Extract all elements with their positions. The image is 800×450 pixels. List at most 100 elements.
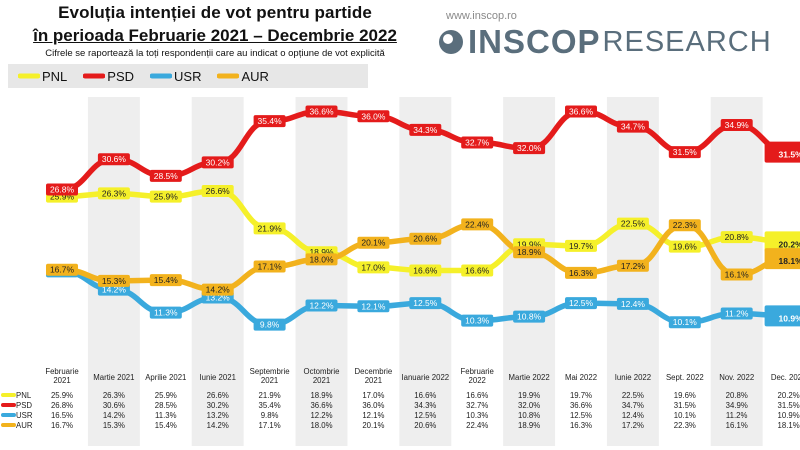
data-label-bg [764, 248, 800, 270]
data-label-bg [357, 261, 390, 274]
data-label: 10.9% [764, 305, 800, 327]
data-label: 19.6% [668, 240, 701, 253]
data-label-text: 13.2% [206, 293, 231, 303]
data-label-text: 18.9% [517, 247, 542, 257]
data-label-bg [461, 136, 494, 149]
legend-swatch [18, 73, 40, 79]
table-cell: 26.6% [207, 391, 229, 400]
data-label: 9.8% [253, 318, 286, 331]
data-label-text: 17.1% [258, 262, 283, 272]
logo-sub-text: RESEARCH [602, 25, 772, 58]
legend-item-psd: PSD [83, 69, 134, 84]
table-row-key: USR [1, 411, 33, 420]
data-label: 22.5% [616, 217, 649, 230]
data-label-text: 12.5% [413, 298, 438, 308]
data-label: 28.5% [149, 169, 182, 182]
data-label-bg [616, 120, 649, 133]
data-label: 30.2% [201, 156, 234, 169]
table-cell: 12.4% [622, 411, 644, 420]
data-label-bg [201, 283, 234, 296]
x-tick-label: Februarie 2021 [45, 367, 78, 385]
table-cell: 20.1% [362, 421, 384, 430]
x-tick-label: Septembrie 2021 [250, 367, 290, 385]
x-tick-label: Ianuarie 2022 [401, 373, 449, 382]
data-label: 10.8% [513, 310, 546, 323]
data-label-bg [764, 231, 800, 253]
table-cell: 10.3% [466, 411, 488, 420]
data-label-bg [149, 306, 182, 319]
table-cell: 25.9% [51, 391, 73, 400]
legend-item-aur: AUR [217, 69, 269, 84]
chart-title-period: în perioada Februarie 2021 – Decembrie 2… [33, 26, 397, 45]
table-cell: 11.3% [155, 411, 177, 420]
table-cell: 15.3% [103, 421, 125, 430]
table-cell: 16.3% [570, 421, 592, 430]
data-label: 25.9% [149, 190, 182, 203]
table-cell: 34.3% [414, 401, 436, 410]
data-label: 22.4% [461, 218, 494, 231]
data-label-bg [565, 239, 597, 252]
table-row-key: PSD [1, 401, 32, 410]
data-label-text: 11.3% [154, 308, 178, 318]
table-cell: 16.6% [466, 391, 488, 400]
table-cell: 25.9% [155, 391, 177, 400]
data-label-text: 19.6% [673, 242, 698, 252]
x-tick-label: Iunie 2021 [199, 373, 235, 382]
data-label-bg [149, 274, 182, 287]
table-cell: 26.3% [103, 391, 125, 400]
data-label-text: 18.9% [309, 247, 334, 257]
table-row-header: PSD [16, 401, 32, 410]
data-label: 20.1% [357, 236, 390, 249]
data-label-text: 16.7% [50, 265, 75, 275]
data-label: 12.2% [305, 299, 338, 312]
table-cell: 20.8% [726, 391, 748, 400]
data-label-text: 26.3% [102, 188, 127, 198]
table-cell: 18.0% [310, 421, 332, 430]
x-tick-label: Octombrie 2021 [304, 367, 340, 385]
data-label-bg [668, 219, 701, 232]
data-label-text: 16.6% [413, 266, 438, 276]
table-cell: 19.7% [570, 391, 592, 400]
column-band [503, 97, 556, 446]
data-label-text: 17.2% [621, 261, 646, 271]
table-cell: 22.4% [466, 421, 488, 430]
data-label-bg [253, 260, 286, 273]
logo-main-text: INSCOP [468, 23, 601, 60]
data-label-bg [357, 300, 390, 313]
data-label-text: 20.2% [779, 239, 800, 249]
data-label: 26.3% [97, 187, 130, 200]
data-label: 18.1% [764, 248, 800, 270]
data-label-text: 18.1% [779, 256, 800, 266]
data-label: 16.3% [565, 266, 597, 279]
x-tick-label: Aprilie 2021 [145, 373, 186, 382]
data-label-bg [461, 264, 494, 277]
data-label-text: 22.5% [621, 219, 646, 229]
x-tick-label: Nov. 2022 [719, 373, 754, 382]
data-label: 19.7% [565, 239, 597, 252]
table-cell: 12.5% [570, 411, 592, 420]
data-label: 31.5% [764, 141, 800, 163]
x-tick-label: Martie 2021 [93, 373, 134, 382]
data-label-text: 31.5% [779, 150, 800, 160]
data-label-bg [616, 259, 649, 272]
data-label-bg [764, 305, 800, 327]
data-label-text: 16.3% [569, 268, 594, 278]
table-cell: 31.5% [674, 401, 696, 410]
table-cell: 32.7% [466, 401, 488, 410]
data-label-text: 10.3% [465, 316, 490, 326]
data-label-text: 34.9% [725, 120, 750, 130]
data-label-bg [565, 297, 597, 310]
table-cell: 16.5% [51, 411, 73, 420]
data-label-text: 12.1% [361, 301, 386, 311]
data-label-text: 15.4% [154, 275, 179, 285]
data-label-bg [305, 253, 338, 266]
table-cell: 9.8% [261, 411, 279, 420]
data-label-text: 32.0% [517, 143, 542, 153]
table-row-header: PNL [16, 391, 32, 400]
data-label-bg [565, 266, 597, 279]
data-label: 30.6% [97, 153, 130, 166]
data-label-bg [253, 222, 286, 235]
data-label: 11.2% [720, 307, 753, 320]
data-label: 26.6% [201, 185, 234, 198]
table-cell: 30.2% [207, 401, 229, 410]
